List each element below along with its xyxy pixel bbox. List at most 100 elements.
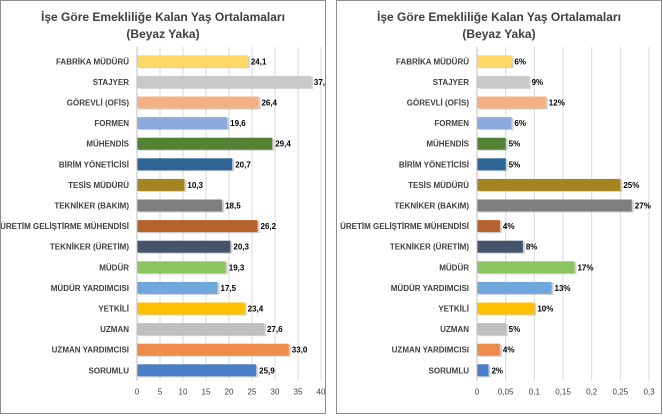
data-label: 2%: [491, 366, 503, 375]
bar: [477, 323, 506, 336]
category-label: MÜDÜR: [439, 263, 469, 272]
data-label: 19,3: [229, 263, 245, 272]
x-tick-label: 35: [294, 388, 303, 397]
category-label: UZMAN YARDIMCISI: [52, 346, 129, 355]
data-label: 25%: [623, 181, 639, 190]
bar: [477, 117, 512, 130]
bar: [477, 302, 535, 315]
category-label: TEKNİKER (BAKIM): [394, 202, 469, 211]
category-label: GÖREVLİ (OFİS): [407, 99, 470, 108]
bar: [477, 75, 529, 88]
bar: [137, 240, 231, 253]
category-label: UZMAN: [440, 325, 469, 334]
data-label: 4%: [503, 346, 515, 355]
data-label: 27,6: [267, 325, 283, 334]
x-tick-label: 0: [135, 388, 140, 397]
data-label: 10,3: [187, 181, 203, 190]
data-label: 26,2: [261, 222, 277, 231]
data-label: 6%: [514, 57, 526, 66]
data-label: 20,3: [233, 243, 249, 252]
category-label: SORUMLU: [89, 366, 130, 375]
bar: [477, 364, 489, 377]
data-label: 33,0: [292, 346, 308, 355]
category-label: UZMAN YARDIMCISI: [392, 346, 469, 355]
data-label: 27%: [635, 202, 651, 211]
bar: [137, 343, 289, 356]
category-label: ÜRETİM GELİŞTİRME MÜHENDİSİ: [1, 222, 129, 231]
bar-chart-right: 0 0,05 0,1 0,15 0,2 0,25 0,3 FABRİKA MÜDÜRÜ 6% ST…: [340, 47, 655, 397]
bar: [137, 55, 248, 68]
bar: [477, 220, 500, 233]
category-label: MÜDÜR YARDIMCISI: [51, 284, 129, 293]
bar: [137, 117, 228, 130]
category-label: FORMEN: [94, 119, 129, 128]
data-label: 12%: [549, 99, 565, 108]
bar: [137, 158, 233, 171]
bar: [477, 199, 632, 212]
category-label: MÜDÜR YARDIMCISI: [391, 284, 469, 293]
x-tick-label: 0,05: [498, 388, 514, 397]
data-label: 5%: [509, 160, 521, 169]
category-label: MÜDÜR: [99, 263, 129, 272]
category-label: FABRİKA MÜDÜRÜ: [396, 57, 469, 66]
bar: [477, 55, 512, 68]
x-tick-label: 0,15: [555, 388, 571, 397]
bar: [477, 281, 552, 294]
x-tick-label: 25: [248, 388, 257, 397]
bar: [137, 220, 258, 233]
category-label: TEKNİKER (ÜRETİM): [50, 243, 129, 252]
bar: [137, 364, 257, 377]
chart-panel-left: İşe Göre Emekliliğe Kalan Yaş Ortalamala…: [0, 0, 326, 414]
data-label: 23,4: [248, 305, 264, 314]
category-label: STAJYER: [433, 78, 470, 87]
data-label: 18,5: [225, 202, 241, 211]
x-tick-label: 15: [202, 388, 211, 397]
data-label: 29,4: [275, 140, 291, 149]
bar: [477, 96, 546, 109]
data-label: 9%: [532, 78, 544, 87]
x-tick-label: 0,3: [643, 388, 655, 397]
bar: [137, 75, 311, 88]
category-label: UZMAN: [100, 325, 129, 334]
data-label: 19,6: [230, 119, 246, 128]
data-label: 17,5: [221, 284, 237, 293]
chart-title: İşe Göre Emekliliğe Kalan Yaş Ortalamala…: [41, 10, 285, 41]
category-label: MÜHENDİS: [86, 140, 129, 149]
data-label: 37,8: [314, 78, 326, 87]
bar: [477, 158, 506, 171]
bar: [137, 302, 245, 315]
bar: [477, 178, 621, 191]
category-label: TEKNİKER (BAKIM): [54, 202, 129, 211]
category-label: TESİS MÜDÜRÜ: [68, 181, 129, 190]
x-tick-label: 0,25: [613, 388, 629, 397]
data-label: 10%: [537, 305, 553, 314]
x-tick-label: 20: [225, 388, 234, 397]
bar: [137, 199, 223, 212]
bar: [137, 281, 218, 294]
data-label: 25,9: [259, 366, 275, 375]
category-label: MÜHENDİS: [426, 140, 469, 149]
data-label: 5%: [509, 140, 521, 149]
x-tick-label: 0,2: [586, 388, 598, 397]
category-label: GÖREVLİ (OFİS): [67, 99, 130, 108]
data-label: 26,4: [261, 99, 277, 108]
x-tick-label: 0,1: [529, 388, 541, 397]
bar: [137, 137, 273, 150]
bar: [477, 261, 575, 274]
x-tick-label: 5: [158, 388, 163, 397]
bar: [477, 343, 500, 356]
data-label: 5%: [509, 325, 521, 334]
data-label: 24,1: [251, 57, 267, 66]
category-label: FABRİKA MÜDÜRÜ: [56, 57, 129, 66]
data-label: 13%: [555, 284, 571, 293]
data-label: 4%: [503, 222, 515, 231]
category-label: TESİS MÜDÜRÜ: [408, 181, 469, 190]
data-label: 6%: [514, 119, 526, 128]
bar: [477, 137, 506, 150]
x-tick-label: 40: [317, 388, 326, 397]
bar: [137, 96, 259, 109]
category-label: FORMEN: [434, 119, 469, 128]
bar: [137, 323, 264, 336]
bar: [477, 240, 523, 253]
x-tick-label: 0: [475, 388, 480, 397]
